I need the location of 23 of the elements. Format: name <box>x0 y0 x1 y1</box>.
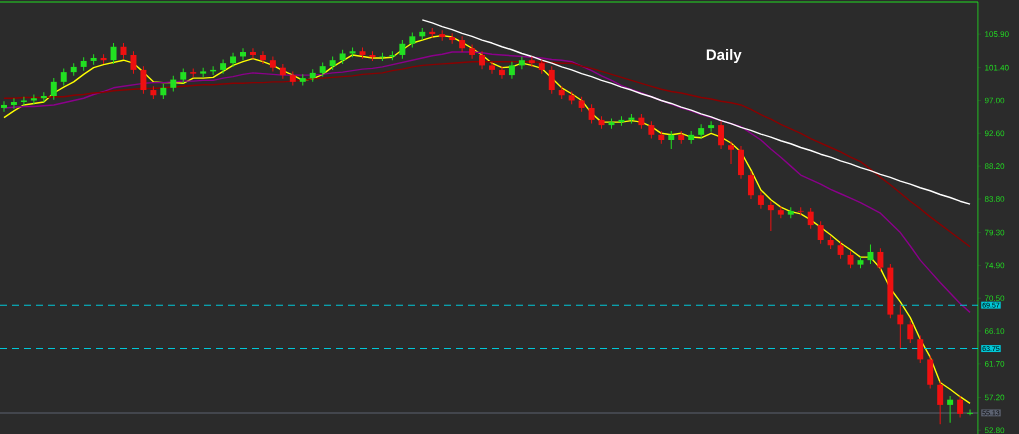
candlestick <box>777 205 784 219</box>
line-series <box>421 19 971 205</box>
y-tick-label: 97.00 <box>984 97 1005 104</box>
y-tick-label: 66.10 <box>984 328 1005 334</box>
y-tick-label: 61.70 <box>984 361 1005 367</box>
candlestick <box>797 206 804 216</box>
y-tick-label: 57.20 <box>984 394 1005 401</box>
y-tick-label: 52.80 <box>984 427 1005 434</box>
candlestick <box>200 67 207 78</box>
y-tick-label: 70.50 <box>984 295 1005 302</box>
candlestick <box>359 47 366 60</box>
y-tick-label: 105.90 <box>985 31 1009 37</box>
annotation: Daily <box>706 49 742 63</box>
candlestick <box>299 73 306 87</box>
y-tick-label: 101.40 <box>985 64 1009 71</box>
y-tick-label: 92.60 <box>984 130 1005 137</box>
candlestick <box>379 52 386 62</box>
candlestick <box>787 206 794 219</box>
candlestick <box>190 67 197 78</box>
y-tick-label: 79.30 <box>984 229 1005 236</box>
y-tick-label: 83.80 <box>984 196 1005 202</box>
y-tick-label: 74.90 <box>984 262 1005 269</box>
y-tick-label: 88.20 <box>984 163 1005 169</box>
